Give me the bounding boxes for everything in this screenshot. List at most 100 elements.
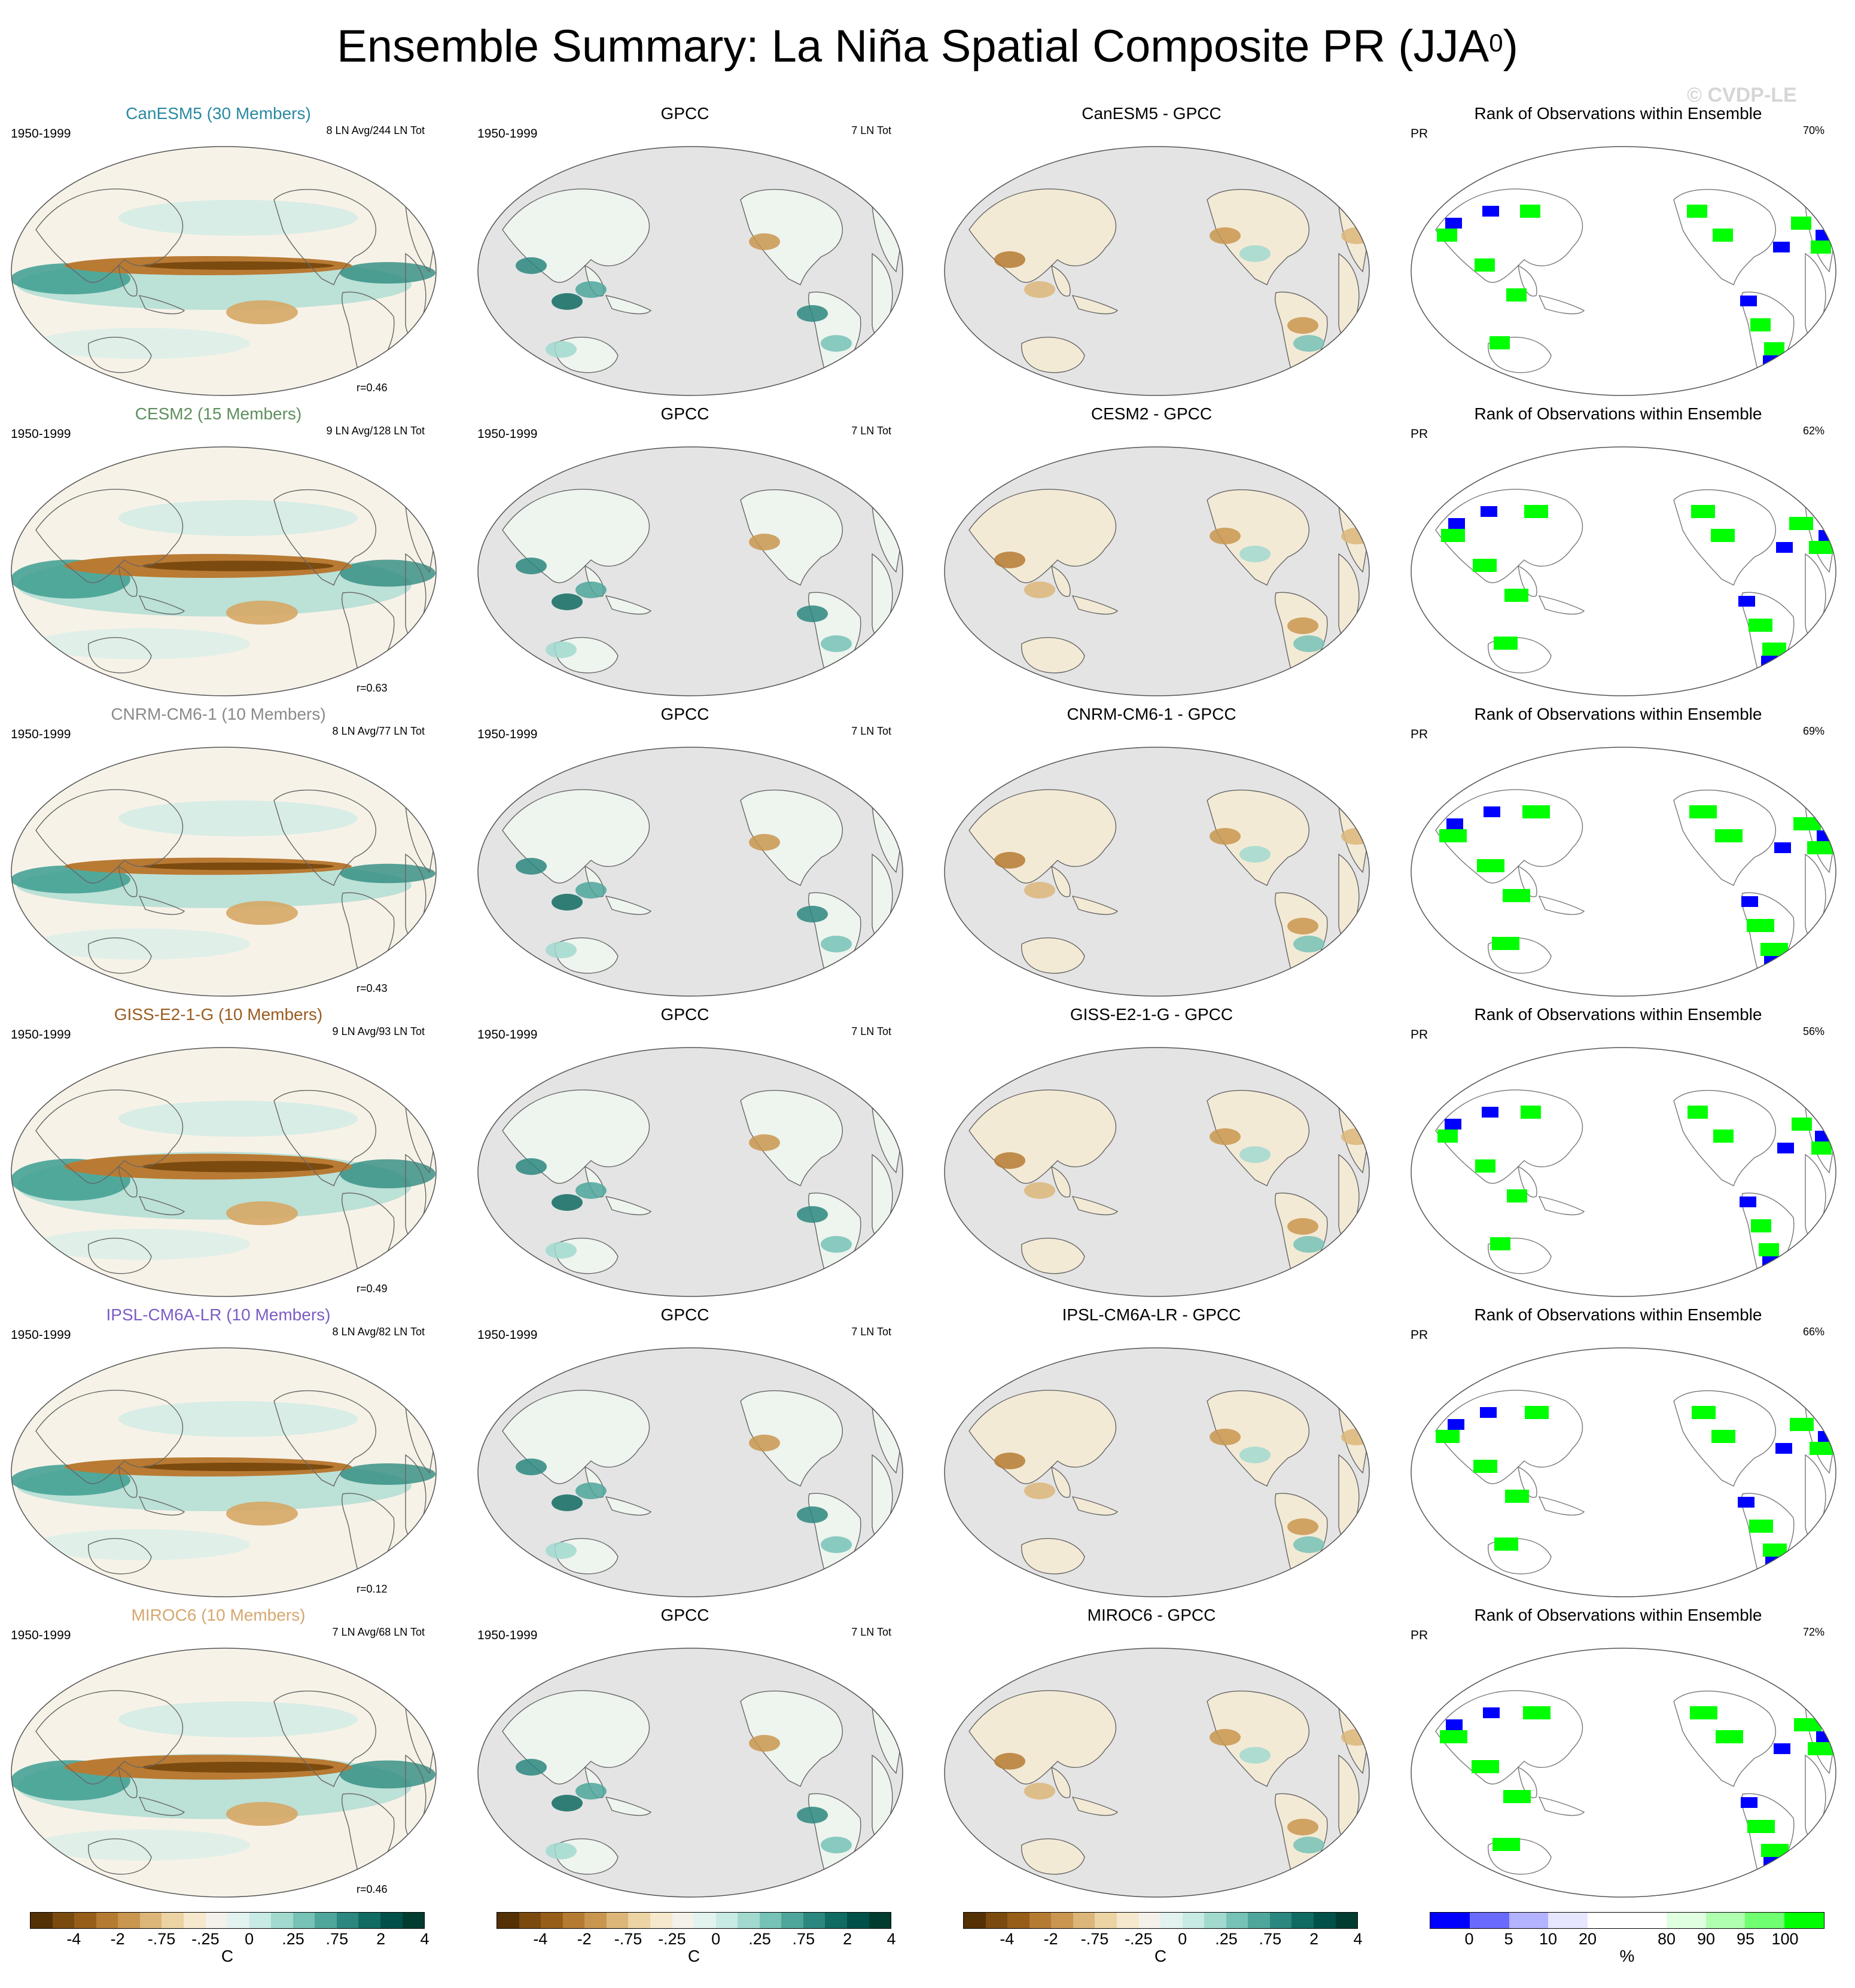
map-border xyxy=(944,1648,1370,1898)
map-figure xyxy=(1411,747,1836,997)
colorbar-swatch xyxy=(628,1913,650,1928)
colorbar-tick-label: 0 xyxy=(711,1930,721,1948)
continent-outline xyxy=(273,489,376,586)
colorbar-tick-label: .25 xyxy=(282,1930,304,1948)
continent-outline xyxy=(138,1797,185,1816)
period-label: 1950-1999 xyxy=(11,127,71,141)
colorbar-swatch xyxy=(650,1913,672,1928)
map xyxy=(477,446,903,696)
colorbar-2: -4 -2 -.75 -.25 0 .25 .75 2 4 C xyxy=(963,1912,1363,1966)
rank-percent: 56% xyxy=(1802,1025,1824,1037)
continent-outline xyxy=(35,789,184,884)
map-border xyxy=(11,1047,437,1297)
continent-outline xyxy=(118,1466,138,1498)
event-count: 9 LN Avg/128 LN Tot xyxy=(326,425,425,437)
panel-r0-c0: CanESM5 (30 Members) 1950-1999 8 LN Avg/24… xyxy=(0,103,437,402)
panel-title: GPCC xyxy=(660,1606,709,1624)
panel-r2-c0: CNRM-CM6-1 (10 Members) 1950-1999 8 LN Avg… xyxy=(0,704,437,1003)
variable-label: PR xyxy=(1411,127,1428,141)
colorbar-swatch xyxy=(964,1913,986,1928)
map-border xyxy=(944,446,1370,696)
map-border xyxy=(1411,1648,1836,1898)
colorbar-tick-label: .25 xyxy=(1215,1930,1238,1948)
continent-outline xyxy=(273,188,376,285)
colorbar-swatch xyxy=(205,1913,228,1928)
panel-title: GPCC xyxy=(660,104,709,123)
panel-r0-c3: Rank of Observations within Ensemble PR 70… xyxy=(1400,103,1836,402)
colorbar-swatch xyxy=(31,1913,53,1928)
continent-outline xyxy=(88,336,152,373)
pattern-correlation: r=0.46 xyxy=(357,382,388,394)
variable-label: PR xyxy=(1411,1328,1428,1342)
period-label: 1950-1999 xyxy=(477,1028,538,1042)
period-label: 1950-1999 xyxy=(11,727,71,741)
colorbar-swatch xyxy=(847,1913,869,1928)
event-count: 7 LN Tot xyxy=(851,1025,891,1037)
panel-r5-c2: MIROC6 - GPCC xyxy=(933,1605,1370,1904)
colorbar-tick-label: 95 xyxy=(1736,1930,1755,1948)
colorbar-swatch xyxy=(249,1913,272,1928)
colorbar-swatch xyxy=(183,1913,206,1928)
panel-r4-c3: Rank of Observations within Ensemble PR 66… xyxy=(1400,1304,1836,1603)
map-border xyxy=(11,1648,437,1898)
map xyxy=(1411,446,1836,696)
map xyxy=(11,146,437,396)
colorbar-swatch xyxy=(402,1913,425,1928)
rank-percent: 70% xyxy=(1802,124,1824,136)
panel-title: GISS-E2-1-G (10 Members) xyxy=(114,1005,323,1024)
continent-outline xyxy=(1071,1496,1119,1516)
rank-percent: 62% xyxy=(1802,425,1824,437)
colorbar-tick-label: 100 xyxy=(1771,1930,1799,1948)
continent-outline xyxy=(273,1089,376,1186)
continent-outline xyxy=(1538,295,1585,315)
pattern-correlation: r=0.63 xyxy=(357,682,388,694)
continent-outline xyxy=(740,1089,843,1186)
colorbar-swatch xyxy=(1204,1913,1226,1928)
panel-title: GPCC xyxy=(660,1305,709,1324)
colorbar-swatch xyxy=(1705,1913,1746,1928)
continent-outline xyxy=(1021,1838,1085,1875)
panel-r5-c3: Rank of Observations within Ensemble PR 72… xyxy=(1400,1605,1836,1904)
panel-title: Rank of Observations within Ensemble xyxy=(1474,1005,1762,1024)
continent-outline xyxy=(605,295,652,315)
panel-title: Rank of Observations within Ensemble xyxy=(1474,104,1762,123)
event-count: 8 LN Avg/244 LN Tot xyxy=(326,124,425,136)
colorbar-tick-label: -4 xyxy=(66,1930,81,1948)
map-figure xyxy=(11,1648,437,1898)
map xyxy=(944,1648,1370,1898)
colorbar-swatches xyxy=(963,1912,1358,1929)
continent-outline xyxy=(1538,896,1585,915)
map xyxy=(1411,1648,1836,1898)
map-border xyxy=(477,146,903,396)
panel-title: CanESM5 - GPCC xyxy=(1082,104,1222,123)
colorbar-tick-label: 0 xyxy=(1178,1930,1187,1948)
colorbar-swatch xyxy=(1430,1913,1470,1928)
colorbar-swatch xyxy=(74,1913,96,1928)
colorbar-tick-label: -2 xyxy=(1043,1930,1058,1948)
colorbar-swatch xyxy=(1051,1913,1073,1928)
colorbar-tick-label: 5 xyxy=(1504,1930,1513,1948)
colorbar-swatch xyxy=(139,1913,162,1928)
map-border xyxy=(944,146,1370,396)
colorbar-tick-label: .75 xyxy=(1259,1930,1282,1948)
continent-outline xyxy=(1021,336,1085,373)
map-figure xyxy=(944,1648,1370,1898)
map-figure xyxy=(944,747,1370,997)
colorbar-swatch xyxy=(803,1913,826,1928)
colorbar-tick-label: 20 xyxy=(1578,1930,1597,1948)
colorbar-unit: C xyxy=(687,1947,700,1965)
map xyxy=(11,446,437,696)
panel-r5-c0: MIROC6 (10 Members) 1950-1999 7 LN Avg/68 … xyxy=(0,1605,437,1904)
continent-outline xyxy=(1021,637,1085,674)
continent-outline xyxy=(740,1390,843,1487)
continent-outline xyxy=(1071,896,1119,915)
continent-outline xyxy=(273,1690,376,1787)
continent-outline xyxy=(88,1538,152,1575)
continent-outline xyxy=(1051,565,1071,597)
map-figure xyxy=(11,1347,437,1597)
colorbar-swatch xyxy=(694,1913,716,1928)
panel-title: GPCC xyxy=(660,1005,709,1024)
map xyxy=(477,1047,903,1297)
continent-outline xyxy=(1538,595,1585,615)
map xyxy=(477,146,903,396)
